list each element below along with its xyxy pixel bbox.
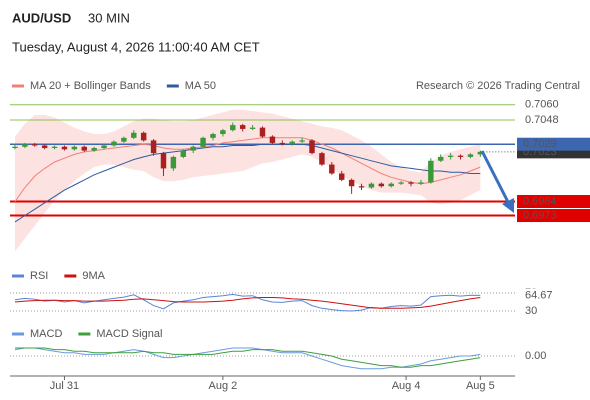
x-tick-label: Aug 2 [209, 380, 238, 392]
y-tick-label: 30 [525, 305, 537, 317]
arrow-shaft [480, 150, 510, 203]
candle-body [12, 146, 18, 149]
candle-body [210, 134, 216, 138]
candle-body [338, 173, 345, 180]
resistance-label: 0.7048 [525, 114, 559, 126]
candle-body [279, 142, 286, 145]
candle-body [131, 132, 137, 138]
x-tick-label: Jul 31 [50, 380, 79, 392]
timestamp: Tuesday, August 4, 2026 11:00:40 AM CET [12, 39, 260, 54]
support-label: 0.6973 [523, 209, 557, 221]
candle-body [408, 182, 414, 184]
candle-body [230, 125, 236, 131]
resistance-label: 0.7060 [525, 99, 559, 111]
candle-body [358, 186, 365, 188]
candle-body [319, 153, 325, 165]
candle-body [150, 140, 157, 154]
candle-body [111, 141, 117, 146]
candle-body [289, 141, 295, 145]
candle-body [180, 150, 187, 157]
interval: 30 MIN [88, 10, 130, 25]
candle-body [438, 156, 444, 161]
candle-body [388, 183, 394, 187]
series-line [14, 137, 481, 202]
candle-body [457, 155, 464, 157]
candle-body [71, 146, 78, 150]
legend-label: MA 50 [185, 80, 216, 92]
legend-label: RSI [30, 270, 48, 282]
candle-body [368, 183, 375, 188]
candle-body [170, 156, 177, 169]
candle-body [61, 146, 68, 150]
legend-label: MACD Signal [96, 328, 162, 340]
support-box [517, 209, 590, 223]
candle-body [32, 144, 38, 146]
candle-body [101, 145, 107, 149]
candle-body [51, 146, 58, 149]
candle-body [447, 155, 454, 157]
candle-body [239, 125, 246, 129]
candle-body [348, 179, 355, 187]
candle-body [81, 146, 87, 151]
candle-body [329, 164, 335, 174]
y-tick-label: 0.00 [525, 350, 546, 362]
legend-label: MACD [30, 328, 62, 340]
last-value-label: 64.67 [525, 289, 553, 301]
forecast-arrow [480, 150, 514, 213]
last-value-box [519, 288, 559, 302]
support-label: 0.6984 [523, 195, 557, 207]
x-tick-label: Aug 4 [392, 380, 421, 392]
support-box [517, 195, 590, 209]
candle-body [22, 144, 28, 147]
legend-label: MA 20 + Bollinger Bands [30, 80, 151, 92]
candle-body [477, 151, 484, 155]
candle-body [41, 145, 48, 149]
candle-body [299, 140, 305, 142]
arrow-head [502, 198, 514, 213]
candle-body [220, 130, 226, 135]
candle-body [91, 148, 97, 151]
pivot-label: 0.7029 [523, 138, 557, 150]
bollinger-band [15, 109, 481, 252]
pivot-box [517, 137, 590, 151]
candle-body [269, 136, 276, 143]
candle-body [200, 137, 206, 147]
candle-body [259, 127, 266, 137]
candle-body [467, 154, 474, 157]
candle-body [121, 137, 127, 142]
candle-body [398, 182, 404, 184]
candle-body [309, 140, 315, 154]
candle-body [190, 146, 196, 151]
candle-body [249, 127, 256, 129]
series-line [14, 143, 481, 223]
candle-body [140, 132, 147, 141]
x-tick-label: Aug 5 [466, 380, 495, 392]
candle-body [428, 160, 434, 183]
candle-body [418, 182, 424, 184]
symbol: AUD/USD [12, 10, 71, 25]
series-line [14, 297, 481, 309]
credit: Research © 2026 Trading Central [416, 80, 580, 92]
series-line [15, 347, 481, 368]
candle-body [160, 153, 167, 169]
legend-label: 9MA [82, 270, 105, 282]
candle-body [378, 183, 385, 187]
